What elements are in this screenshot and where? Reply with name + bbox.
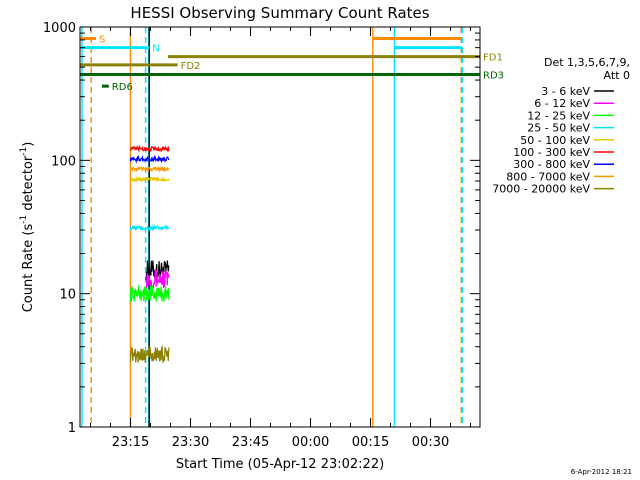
- flag-bars: S N FD1 FD2 RD3 RD6: [80, 34, 504, 93]
- x-tick-label: 23:45: [232, 435, 269, 450]
- legend-label: 50 - 100 keV: [520, 134, 590, 147]
- legend-title-1: Det 1,3,5,6,7,9,: [544, 56, 630, 69]
- x-axis-ticks: 23:15 23:30 23:45 00:00 00:15 00:30: [90, 27, 472, 450]
- y-tick-label: 1000: [43, 21, 76, 36]
- legend-label: 100 - 300 keV: [513, 146, 590, 159]
- series-line: [129, 224, 170, 232]
- series-line: [129, 154, 170, 164]
- series-line: [129, 344, 170, 363]
- series-line: [129, 285, 170, 303]
- x-tick-label: 00:30: [412, 435, 449, 450]
- series-line: [129, 165, 170, 174]
- y-axis-ticks: 1 10 100 1000: [43, 21, 480, 436]
- series-line: [129, 175, 170, 183]
- x-tick-label: 23:30: [172, 435, 209, 450]
- flag-label: FD1: [483, 53, 503, 64]
- x-tick-label: 00:00: [292, 435, 329, 450]
- flag-label: N: [152, 44, 159, 55]
- y-label-sup-1: -1: [19, 215, 29, 224]
- legend-label: 800 - 7000 keV: [506, 170, 590, 183]
- y-tick-label: 10: [59, 288, 76, 303]
- legend-title-2: Att 0: [604, 69, 630, 82]
- y-tick-label: 1: [68, 421, 76, 436]
- y-label-sup-2: -1: [19, 147, 29, 156]
- legend-label: 12 - 25 keV: [527, 109, 590, 122]
- legend-label: 7000 - 20000 keV: [492, 183, 590, 196]
- y-axis-label: Count Rate (s-1 detector-1): [19, 142, 36, 313]
- x-axis-label: Start Time (05-Apr-12 23:02:22): [176, 457, 384, 472]
- legend-label: 3 - 6 keV: [541, 85, 590, 98]
- footer-date: 6-Apr-2012 18:21: [571, 468, 632, 476]
- legend-label: 300 - 800 keV: [513, 158, 590, 171]
- y-label-part-2: detector: [21, 155, 36, 215]
- legend-label: 6 - 12 keV: [534, 97, 590, 110]
- data-series: [129, 144, 170, 363]
- y-tick-label: 100: [51, 154, 76, 169]
- flag-label: FD2: [181, 61, 201, 72]
- y-label-part-1: Count Rate (s: [21, 224, 36, 313]
- legend-label: 25 - 50 keV: [527, 122, 590, 135]
- x-tick-label: 23:15: [112, 435, 149, 450]
- series-line: [145, 268, 170, 289]
- x-tick-label: 00:15: [352, 435, 389, 450]
- chart-title: HESSI Observing Summary Count Rates: [130, 4, 429, 22]
- flag-label: RD6: [112, 82, 133, 93]
- y-label-part-3: ): [21, 142, 36, 147]
- flag-label: RD3: [483, 71, 504, 82]
- plot-frame: [79, 26, 481, 428]
- series-line: [129, 144, 170, 154]
- flag-label: S: [99, 34, 105, 45]
